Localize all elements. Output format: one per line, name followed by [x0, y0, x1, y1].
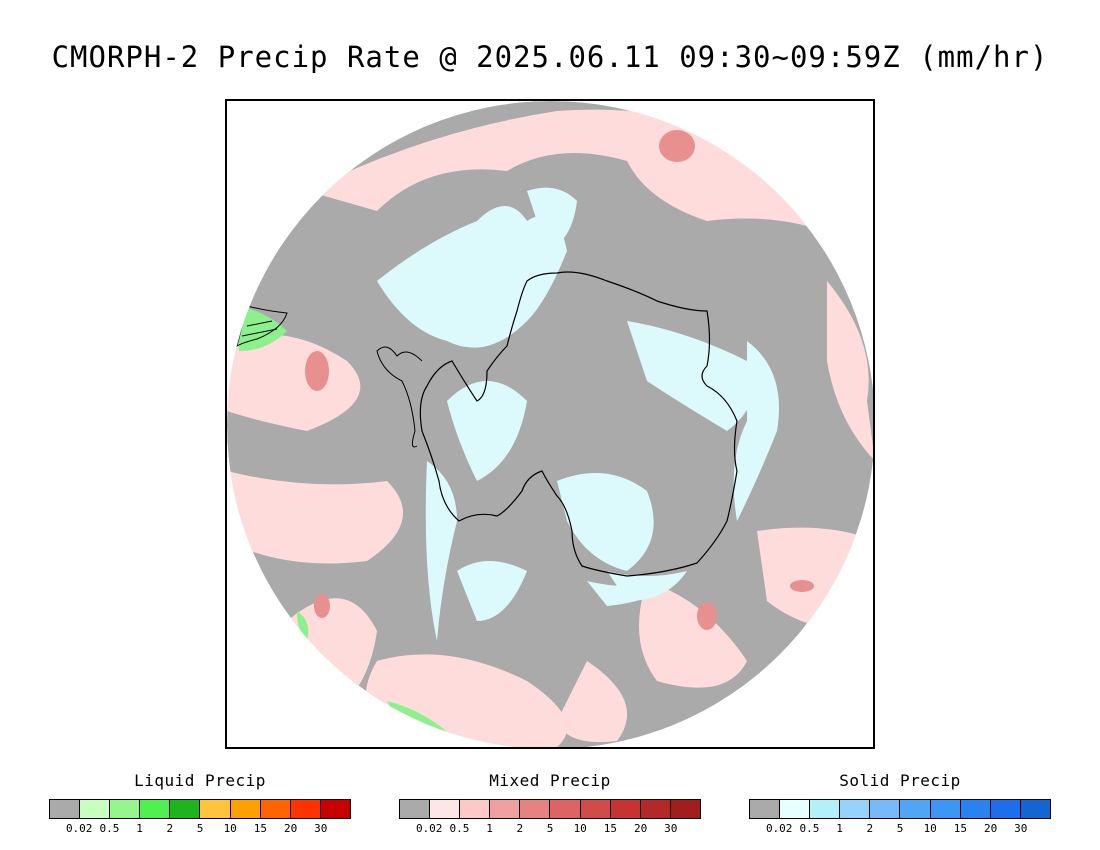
- mixed-legend-swatch: [670, 800, 700, 818]
- precip-map: [225, 99, 875, 749]
- mixed-legend-swatch: [460, 800, 491, 818]
- mixed-legend-tick-label: 10: [573, 822, 587, 835]
- solid-legend-tick-label: 30: [1014, 822, 1028, 835]
- solid-legend-swatch: [780, 800, 811, 818]
- liquid-legend-swatch: [320, 800, 350, 818]
- mixed-legend-tick-label: 2: [516, 822, 524, 835]
- solid-precip-legend: Solid Precip 0.02 0.5 1 2 5 10 15 20 30: [749, 770, 1051, 838]
- solid-legend-swatch: [870, 800, 901, 818]
- liquid-legend-swatch: [260, 800, 291, 818]
- mixed-legend-tick-label: 20: [633, 822, 648, 835]
- mixed-legend-tick-label: 0.02: [415, 822, 443, 835]
- solid-legend-tick-label: 0.5: [799, 822, 820, 835]
- mixed-precip-cores: [305, 130, 814, 630]
- mixed-legend-tick-label: 30: [664, 822, 678, 835]
- mixed-legend-tick-label: 0.5: [449, 822, 470, 835]
- solid-legend-swatch: [1020, 800, 1050, 818]
- liquid-legend-tick-label: 0.02: [65, 822, 93, 835]
- mixed-legend-swatch: [490, 800, 521, 818]
- mixed-legend-swatch: [640, 800, 671, 818]
- antarctica-coastline: [419, 271, 738, 577]
- mixed-legend-swatch: [550, 800, 581, 818]
- solid-legend-ticks: 0.02 0.5 1 2 5 10 15 20 30: [749, 822, 1051, 838]
- map-title: CMORPH-2 Precip Rate @ 2025.06.11 09:30~…: [51, 40, 1049, 74]
- mixed-legend-swatch: [610, 800, 641, 818]
- liquid-legend-tick-label: 10: [223, 822, 237, 835]
- solid-legend-tick-label: 20: [983, 822, 998, 835]
- solid-legend-swatch: [810, 800, 841, 818]
- no-precip-background: [227, 101, 873, 747]
- solid-legend-tick-label: 2: [866, 822, 874, 835]
- liquid-legend-tick-label: 5: [196, 822, 204, 835]
- liquid-legend-swatch: [110, 800, 141, 818]
- liquid-legend-tick-label: 1: [136, 822, 143, 835]
- liquid-legend-ticks: 0.02 0.5 1 2 5 10 15 20 30: [49, 822, 351, 838]
- liquid-precip-legend: Liquid Precip 0.02 0.5 1 2 5 10 15 20 30: [49, 770, 351, 838]
- liquid-legend-swatch: [80, 800, 111, 818]
- solid-legend-tick-label: 15: [953, 822, 968, 835]
- solid-precip-areas: [377, 187, 779, 641]
- solid-legend-swatch: [900, 800, 931, 818]
- solid-legend-title: Solid Precip: [839, 771, 961, 790]
- liquid-legend-swatch: [200, 800, 231, 818]
- south-america-tip: [236, 305, 288, 348]
- liquid-legend-tick-label: 2: [166, 822, 174, 835]
- liquid-legend-swatch: [290, 800, 321, 818]
- mixed-legend-tick-label: 1: [486, 822, 493, 835]
- polar-map-svg: [227, 101, 873, 747]
- mixed-legend-swatch: [520, 800, 551, 818]
- solid-legend-swatch: [930, 800, 961, 818]
- solid-legend-swatch: [750, 800, 781, 818]
- liquid-legend-swatch: [50, 800, 81, 818]
- solid-legend-swatch: [840, 800, 871, 818]
- mixed-legend-swatch: [580, 800, 611, 818]
- liquid-legend-colorbar: [49, 799, 351, 819]
- liquid-legend-swatch: [170, 800, 201, 818]
- mixed-legend-tick-label: 15: [603, 822, 618, 835]
- mixed-legend-tick-label: 5: [546, 822, 554, 835]
- liquid-legend-tick-label: 15: [253, 822, 268, 835]
- solid-legend-swatch: [960, 800, 991, 818]
- mixed-legend-title: Mixed Precip: [489, 771, 611, 790]
- solid-legend-swatch: [990, 800, 1021, 818]
- mixed-legend-swatch: [430, 800, 461, 818]
- liquid-legend-tick-label: 30: [314, 822, 328, 835]
- antarctic-peninsula: [376, 346, 423, 448]
- mixed-legend-swatch: [400, 800, 431, 818]
- solid-legend-tick-label: 5: [896, 822, 904, 835]
- mixed-legend-ticks: 0.02 0.5 1 2 5 10 15 20 30: [399, 822, 701, 838]
- liquid-legend-title: Liquid Precip: [134, 771, 266, 790]
- solid-legend-tick-label: 0.02: [765, 822, 793, 835]
- liquid-legend-tick-label: 0.5: [99, 822, 120, 835]
- liquid-legend-swatch: [140, 800, 171, 818]
- solid-legend-tick-label: 10: [923, 822, 937, 835]
- solid-legend-colorbar: [749, 799, 1051, 819]
- mixed-precip-legend: Mixed Precip 0.02 0.5 1 2 5 10 15 20 30: [399, 770, 701, 838]
- liquid-legend-tick-label: 20: [283, 822, 298, 835]
- mixed-legend-colorbar: [399, 799, 701, 819]
- liquid-legend-swatch: [230, 800, 261, 818]
- solid-legend-tick-label: 1: [836, 822, 843, 835]
